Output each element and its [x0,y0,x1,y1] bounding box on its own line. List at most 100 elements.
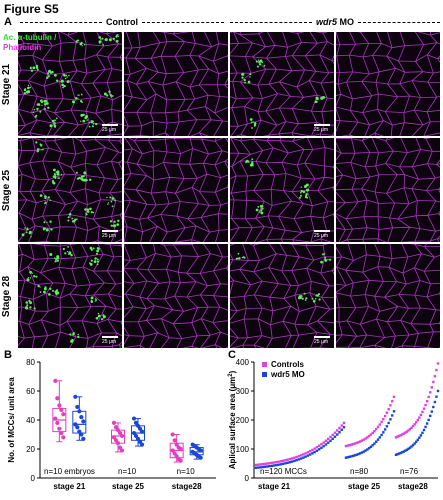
scatter-point [344,456,348,459]
scale-bar-label: 25 μm [314,339,328,345]
scatter-point [405,448,409,452]
cell-outline-image [230,32,334,136]
scatter-point [433,400,437,404]
scatter-point [320,442,323,446]
control-group-header: Control [20,16,224,28]
scatter-point [254,463,258,467]
data-point [178,458,183,463]
scatter-point [306,451,310,454]
wdr5-group-header: wdr5 MO [230,16,441,28]
scatter-point [346,456,349,459]
x-tick-label: stage28 [398,482,428,491]
scatter-point [308,449,312,453]
scatter-point [382,431,385,434]
scatter-point [304,455,307,458]
scatter-point [424,403,427,407]
cell-outline-image [336,32,440,136]
scatter-point [313,447,316,450]
scatter-point [421,431,424,435]
scatter-point [342,426,346,429]
scatter-point [324,443,328,446]
data-point [81,419,86,424]
scatter-point [411,424,415,428]
scatter-point [355,453,358,456]
x-tick-label: stage28 [172,482,202,491]
y-tick-label: 200 [236,416,250,425]
panel-a-letter: A [4,16,12,28]
scatter-point [351,442,355,446]
data-point [81,436,86,441]
n-annotation: n=10 [118,467,137,476]
scatter-point [257,463,260,466]
figure-title: Figure S5 [4,2,59,16]
scatter-point [311,452,314,455]
scatter-point [360,439,364,442]
scatter-point [340,428,343,431]
scatter-point [277,463,280,466]
scatter-point [380,420,383,424]
scatter-point [362,438,365,441]
scatter-point [435,395,438,398]
scatter-point [415,440,418,443]
scatter-point [297,458,301,461]
cell-outline-image [18,138,122,242]
boxplot-svg: No. of MCCs/ unit area 0 20 40 60 80 stage 21 n… [7,358,216,491]
scatter-point [375,427,378,431]
data-point [79,432,84,437]
micrograph-panel: 25 μm [18,32,122,136]
scatter-point [389,404,392,407]
scatter-point [327,437,330,441]
n-annotation: n=120 MCCs [260,467,307,476]
scatter-svg: Aplical surface area (μm2) 0 100 200 300 400 s… [228,358,440,491]
y-tick-label: 0 [245,474,250,483]
scatter-point [268,464,271,468]
scatter-point [430,386,433,389]
scatter-point [284,459,287,462]
data-point [170,432,175,437]
scatter-point [424,425,427,429]
cell-outline-image [124,32,228,136]
scatter-point [376,425,380,429]
scatter-point [407,429,410,432]
scatter-point [327,441,330,444]
scatter-point [383,428,387,431]
scatter-point [422,428,426,432]
micrograph-panel: 25 μm [230,32,334,136]
scatter-point [413,423,416,426]
scatter-point [397,434,401,438]
scatter-point [436,362,440,365]
scatter-point [394,453,398,456]
scatter-point [367,434,371,438]
scatter-point [405,430,409,433]
legend-swatch [262,362,267,367]
scatter-point [369,445,373,449]
scatter-point [364,449,367,452]
scatter-point [392,410,396,413]
scatter-point [383,414,387,418]
y-tick-label: 400 [236,358,250,367]
y-tick-label: 80 [26,358,35,367]
scatter-point [338,431,341,434]
n-annotation: n=10 embryos [44,467,95,476]
micrograph-panel [124,32,228,136]
scatter-point [279,463,283,466]
cell-outline-image [18,244,122,348]
scatter-point [342,421,346,425]
micrograph-panel [124,244,228,348]
scatter-point [366,436,369,439]
scatter-point [308,453,312,456]
data-point [61,435,66,440]
data-point [73,394,78,399]
scatter-point [290,460,294,463]
y-tick-label: 20 [26,445,35,454]
scatter-point [357,452,360,456]
data-point [57,426,62,431]
scatter-point [266,462,269,465]
n-annotation: n=80 [350,467,369,476]
scatter-point [416,438,419,442]
scatter-point [430,410,433,413]
scatter-point [389,418,392,421]
scatter-point [382,417,385,421]
legend-label: wdr5 MO [270,370,305,379]
box-group [52,378,67,443]
